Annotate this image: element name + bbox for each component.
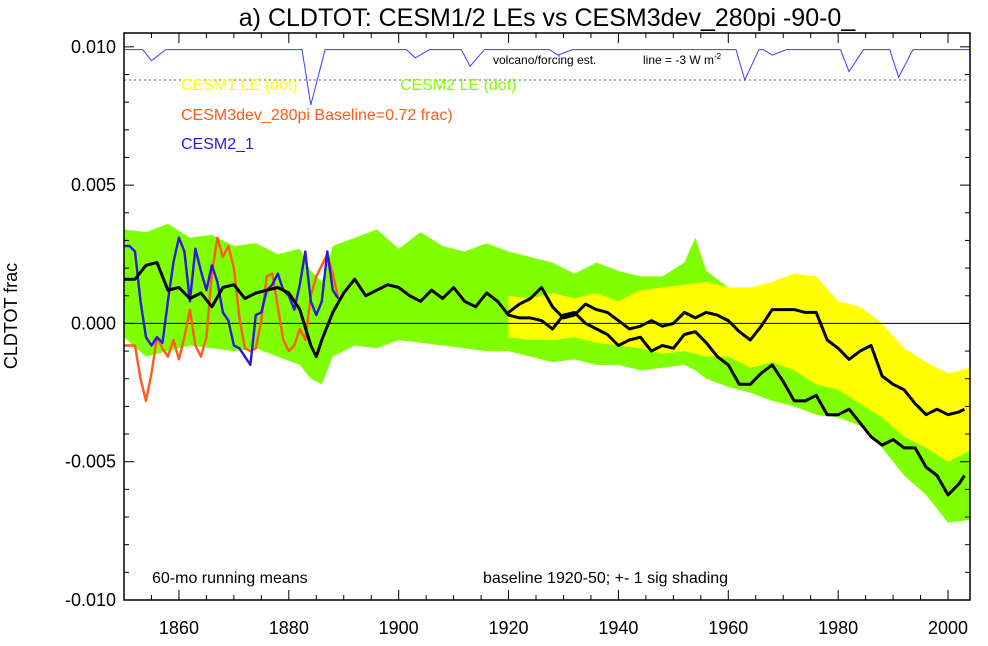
ensemble-mean-line-2 <box>507 286 966 417</box>
y-tick-label: 0.005 <box>71 175 116 195</box>
y-axis-label: CLDTOT frac <box>1 263 21 369</box>
y-tick-label: 0.000 <box>71 313 116 333</box>
x-tick-label: 1920 <box>489 618 529 638</box>
y-tick-label: 0.010 <box>71 37 116 57</box>
x-tick-label: 2000 <box>928 618 968 638</box>
y-tick-label: -0.010 <box>65 590 116 610</box>
x-tick-label: 1880 <box>269 618 309 638</box>
series-line-cesm3dev-280pi-baseline-0-72-frac <box>124 236 340 403</box>
legend: CESM1 LE (dot) CESM2 LE (dot) CESM3dev_2… <box>181 77 516 153</box>
band-cesm1-le-dot <box>508 273 970 462</box>
x-tick-label: 1980 <box>818 618 858 638</box>
axis-ticks: -0.010 -0.005 0.000 0.005 0.010 1860 1880 1900 1… <box>65 33 970 638</box>
running-means-note: 60-mo running means <box>152 570 308 587</box>
volcano-forcing <box>124 49 970 106</box>
series-lines <box>124 236 966 497</box>
x-tick-label: 1900 <box>379 618 419 638</box>
line-label: line = -3 W m-2 <box>643 52 722 67</box>
line-label-text: line = -3 W m <box>643 53 714 67</box>
x-tick-label: 1940 <box>598 618 638 638</box>
legend-entry-cesm2-1: CESM2_1 <box>181 136 254 153</box>
confidence-bands <box>124 223 970 523</box>
baseline-note: baseline 1920-50; +- 1 sig shading <box>483 570 728 587</box>
legend-entry-cesm1-le: CESM1 LE (dot) <box>181 77 297 94</box>
x-tick-label: 1860 <box>159 618 199 638</box>
x-tick-label: 1960 <box>708 618 748 638</box>
line-label-superscript: -2 <box>714 52 722 61</box>
volcano-forcing-line <box>124 49 970 106</box>
chart-title: a) CLDTOT: CESM1/2 LEs vs CESM3dev_280pi… <box>239 4 857 32</box>
legend-entry-cesm3dev: CESM3dev_280pi Baseline=0.72 frac) <box>181 107 453 124</box>
ensemble-mean-line-1 <box>124 261 966 497</box>
band-cesm2-le-dot <box>124 223 970 523</box>
volcano-label: volcano/forcing est. <box>493 53 596 67</box>
series-line-cesm2-1 <box>124 236 340 367</box>
y-tick-label: -0.005 <box>65 452 116 472</box>
legend-entry-cesm2-le: CESM2 LE (dot) <box>400 77 516 94</box>
plot-frame <box>123 32 971 601</box>
